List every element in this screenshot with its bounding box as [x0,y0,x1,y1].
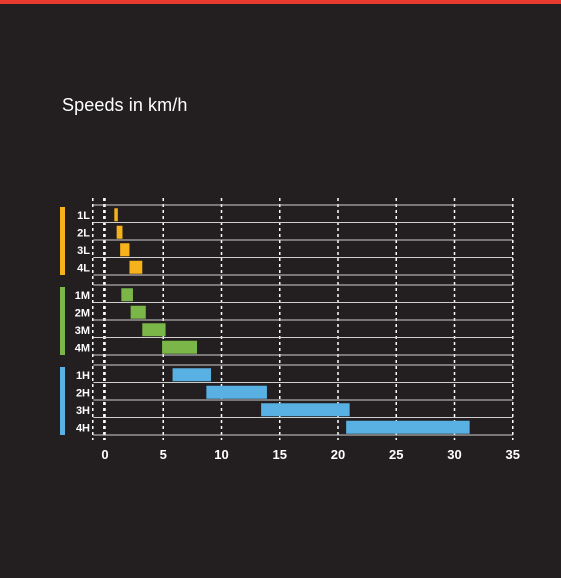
x-tick-label: 15 [273,447,287,462]
bar-1m [121,288,133,302]
bar-1h [172,368,212,382]
row-label-1l: 1L [77,210,90,222]
group-indicator-bar [60,287,65,355]
x-tick-label: 5 [160,447,167,462]
bar-2m [130,305,146,319]
bar-1l [114,208,118,222]
row-label-3m: 3M [75,325,90,337]
bar-3m [142,323,166,337]
bar-4l [129,260,143,274]
x-tick-label: 0 [101,447,108,462]
row-label-2m: 2M [75,307,90,319]
row-label-3h: 3H [76,405,90,417]
row-label-2l: 2L [77,227,90,239]
chart-title: Speeds in km/h [62,95,188,115]
bar-2h [206,385,267,399]
x-tick-label: 10 [214,447,228,462]
row-label-2h: 2H [76,387,90,399]
x-tick-label: 30 [447,447,461,462]
group-indicator-bar [60,207,65,275]
row-label-4h: 4H [76,422,90,434]
bar-2l [116,225,123,239]
row-label-3l: 3L [77,245,90,257]
group-indicator-bar [60,367,65,435]
bar-3l [120,243,130,257]
bar-4h [346,420,470,434]
row-label-1h: 1H [76,370,90,382]
x-tick-label: 20 [331,447,345,462]
x-tick-label: 35 [506,447,520,462]
top-accent-bar [0,0,561,4]
row-label-4m: 4M [75,342,90,354]
row-label-4l: 4L [77,262,90,274]
bar-3h [261,403,350,417]
bar-4m [162,340,198,354]
x-tick-label: 25 [389,447,403,462]
row-label-1m: 1M [75,290,90,302]
